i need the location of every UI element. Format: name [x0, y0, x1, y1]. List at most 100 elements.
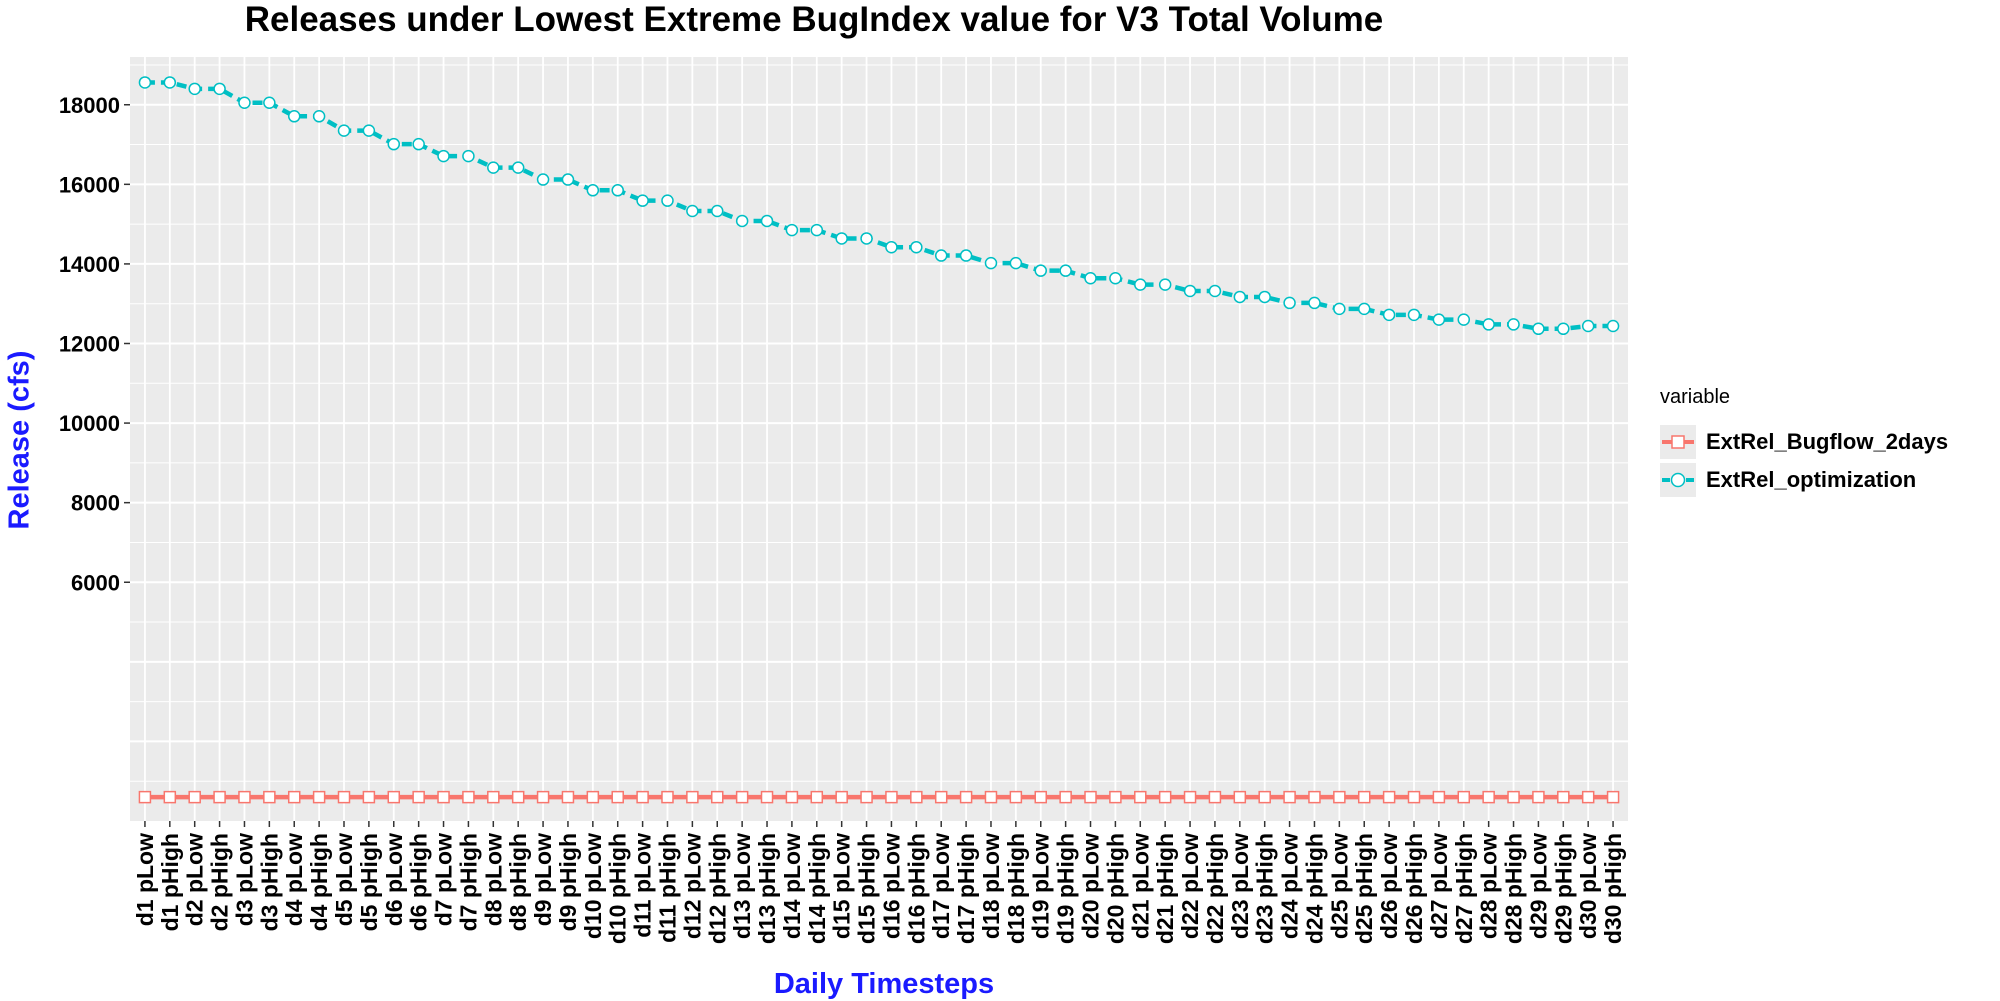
data-point-square	[1557, 790, 1570, 804]
data-point-circle	[860, 232, 873, 245]
data-point-square	[959, 790, 973, 804]
data-point-circle	[835, 232, 848, 245]
data-point-circle	[760, 214, 774, 228]
x-tick-label: d24 pLow	[1277, 833, 1303, 939]
data-point-square	[1134, 790, 1147, 804]
data-point-square	[1407, 790, 1421, 804]
data-point-circle	[337, 124, 351, 137]
data-point-circle	[188, 82, 201, 96]
x-tick-label: d18 pLow	[978, 833, 1004, 939]
x-tick-label: d25 pHigh	[1351, 833, 1377, 944]
y-tick-label: 6000	[71, 570, 120, 595]
data-point-square	[1432, 790, 1446, 804]
x-tick-label: d1 pHigh	[157, 833, 183, 931]
legend-label-optimization: ExtRel_optimization	[1706, 467, 1917, 492]
data-point-square	[910, 790, 923, 804]
data-point-circle	[1507, 318, 1520, 331]
data-point-circle	[1606, 319, 1620, 333]
data-point-square	[462, 790, 475, 804]
data-point-circle	[1557, 322, 1570, 336]
data-point-circle	[984, 256, 998, 270]
data-point-square	[984, 790, 998, 804]
data-point-square	[785, 790, 799, 804]
legend-key-optimization	[1660, 463, 1696, 497]
data-point-square	[487, 790, 500, 804]
x-tick-label: d2 pHigh	[207, 833, 233, 931]
data-point-square	[1507, 790, 1520, 804]
x-tick-label: d28 pLow	[1476, 833, 1502, 939]
data-point-square	[636, 790, 649, 804]
data-point-square	[1482, 790, 1495, 804]
data-point-circle	[1183, 284, 1197, 298]
y-tick-label: 12000	[59, 332, 120, 357]
x-tick-label: d10 pLow	[580, 833, 606, 939]
x-tick-label: d21 pHigh	[1152, 833, 1178, 944]
data-point-circle	[1482, 318, 1495, 331]
x-tick-label: d2 pLow	[182, 833, 208, 926]
legend-key-bugflow	[1660, 425, 1696, 459]
data-point-circle	[735, 214, 749, 228]
data-point-circle	[885, 240, 898, 254]
data-point-circle	[1432, 313, 1446, 326]
data-point-square	[163, 790, 177, 804]
data-point-square	[412, 790, 425, 804]
data-point-circle	[1581, 319, 1595, 333]
data-point-square	[661, 790, 674, 804]
x-tick-label: d16 pLow	[878, 833, 904, 939]
x-tick-label: d30 pHigh	[1600, 833, 1626, 944]
x-tick-label: d30 pLow	[1575, 833, 1601, 939]
data-point-square	[835, 790, 848, 804]
data-point-square	[1308, 790, 1321, 804]
data-point-circle	[586, 184, 600, 197]
x-tick-label: d19 pLow	[1028, 833, 1054, 939]
data-point-circle	[1357, 302, 1371, 316]
data-point-circle	[1457, 313, 1471, 326]
y-tick-label: 16000	[59, 172, 120, 197]
legend-item-bugflow: ExtRel_Bugflow_2days	[1660, 423, 1948, 461]
x-tick-label: d3 pHigh	[256, 833, 282, 931]
x-tick-label: d8 pLow	[480, 833, 506, 926]
x-tick-label: d14 pLow	[779, 833, 805, 939]
data-point-square	[238, 790, 251, 804]
data-point-square	[1606, 790, 1620, 804]
data-point-square	[760, 790, 774, 804]
data-point-circle	[910, 240, 923, 254]
data-point-circle	[711, 204, 724, 218]
x-tick-label: d22 pHigh	[1202, 833, 1228, 944]
x-tick-label: d5 pLow	[331, 833, 357, 926]
data-point-circle	[959, 249, 973, 262]
x-tick-label: d18 pHigh	[1003, 833, 1029, 944]
x-tick-label: d23 pLow	[1227, 833, 1253, 939]
data-point-square	[1532, 790, 1545, 804]
data-point-circle	[611, 184, 624, 197]
data-point-circle	[287, 110, 301, 123]
x-tick-label: d20 pLow	[1078, 833, 1104, 939]
data-point-circle	[387, 137, 401, 151]
legend-item-optimization: ExtRel_optimization	[1660, 461, 1948, 499]
plot-panel	[130, 57, 1628, 821]
data-point-square	[263, 790, 276, 804]
data-point-circle	[511, 161, 525, 174]
x-tick-label: d7 pLow	[431, 833, 457, 926]
data-point-square	[686, 790, 699, 804]
data-point-circle	[1258, 290, 1271, 304]
data-point-square	[1009, 790, 1023, 804]
data-point-circle	[1034, 264, 1047, 277]
x-tick-label: d8 pHigh	[505, 833, 531, 931]
data-point-circle	[1158, 278, 1172, 291]
data-point-circle	[636, 194, 649, 207]
data-point-circle	[1308, 296, 1321, 310]
x-tick-label: d5 pHigh	[356, 833, 382, 931]
data-point-square	[312, 790, 326, 804]
data-point-square	[1183, 790, 1197, 804]
data-point-circle	[934, 249, 948, 262]
data-point-square	[885, 790, 898, 804]
y-tick-label: 10000	[59, 411, 120, 436]
data-point-circle	[1407, 308, 1421, 322]
data-point-circle	[810, 223, 824, 237]
data-point-circle	[1382, 308, 1396, 322]
data-point-circle	[163, 76, 177, 89]
x-tick-label: d28 pHigh	[1501, 833, 1527, 944]
x-tick-label: d6 pHigh	[406, 833, 432, 931]
